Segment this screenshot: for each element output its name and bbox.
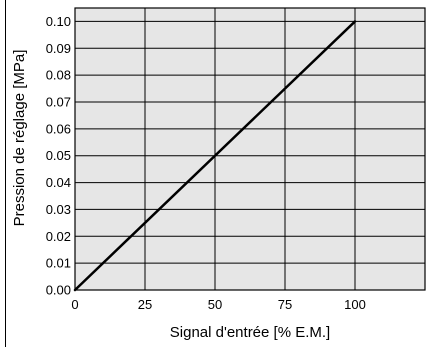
x-tick-label: 50 [208,297,222,312]
x-tick-label: 25 [138,297,152,312]
series-group [73,20,357,292]
y-tick-label: 0.04 [46,175,71,190]
y-tick-label: 0.09 [46,41,71,56]
x-tick-label: 0 [71,297,78,312]
y-tick-label: 0.10 [46,14,71,29]
y-tick-label: 0.01 [46,256,71,271]
y-tick-label: 0.00 [46,283,71,298]
plot-area [74,7,426,291]
grid [75,8,425,290]
y-tick-label: 0.03 [46,202,71,217]
y-tick-label: 0.05 [46,148,71,163]
x-tick-label: 100 [344,297,366,312]
y-tick-label: 0.02 [46,229,71,244]
x-axis-label: Signal d'entrée [% E.M.] [170,324,330,341]
y-tick-label: 0.08 [46,68,71,83]
series-line [73,20,357,292]
y-tick-label: 0.07 [46,95,71,110]
y-axis-label: Pression de réglage [MPa] [11,50,28,227]
y-tick-label: 0.06 [46,121,71,136]
x-tick-label: 75 [278,297,292,312]
y-axis-ticks: 0.00 0.01 0.02 0.03 0.04 0.05 0.06 0.07 0.08 0.09… [46,14,71,298]
x-axis-ticks: 0 25 50 75 100 [71,297,365,312]
